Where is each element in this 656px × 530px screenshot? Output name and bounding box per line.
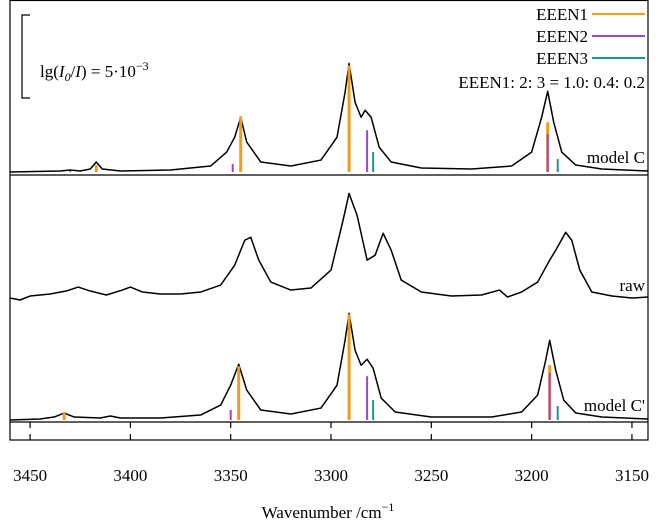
x-tick-label: 3350	[214, 466, 248, 485]
legend-label: EEEN3	[536, 49, 588, 68]
x-tick-label: 3200	[515, 466, 549, 485]
spectrum	[9, 192, 649, 301]
panel-label: model C	[587, 148, 645, 167]
panel-label: model C'	[584, 396, 645, 415]
label-part: ) = 5·10	[81, 62, 136, 81]
legend-label: EEEN2	[536, 27, 588, 46]
spectrum	[9, 312, 649, 421]
x-tick-label: 3250	[414, 466, 448, 485]
label-part: −3	[136, 59, 149, 73]
label-part: −1	[382, 500, 395, 514]
x-tick-label: 3450	[13, 466, 47, 485]
label-part: lg(	[40, 62, 59, 81]
label-part: /	[71, 62, 76, 81]
x-axis-label: Wavenumber /cm−1	[262, 500, 395, 522]
x-tick-label: 3300	[314, 466, 348, 485]
ratio-label: EEEN1: 2: 3 = 1.0: 0.4: 0.2	[458, 73, 645, 92]
label-part: I	[74, 62, 82, 81]
legend-label: EEEN1	[536, 5, 588, 24]
scale-bar	[21, 14, 30, 99]
panel-label: raw	[620, 276, 646, 295]
frame	[9, 0, 649, 441]
x-tick-label: 3400	[113, 466, 147, 485]
label-part: I	[58, 62, 66, 81]
label-part: Wavenumber /cm	[262, 503, 382, 522]
scale-bar-label: lg(I0/I) = 5·10−3	[40, 59, 149, 84]
label-part: 0	[65, 70, 71, 84]
spectrum	[9, 62, 649, 173]
x-tick-label: 3150	[615, 466, 649, 485]
